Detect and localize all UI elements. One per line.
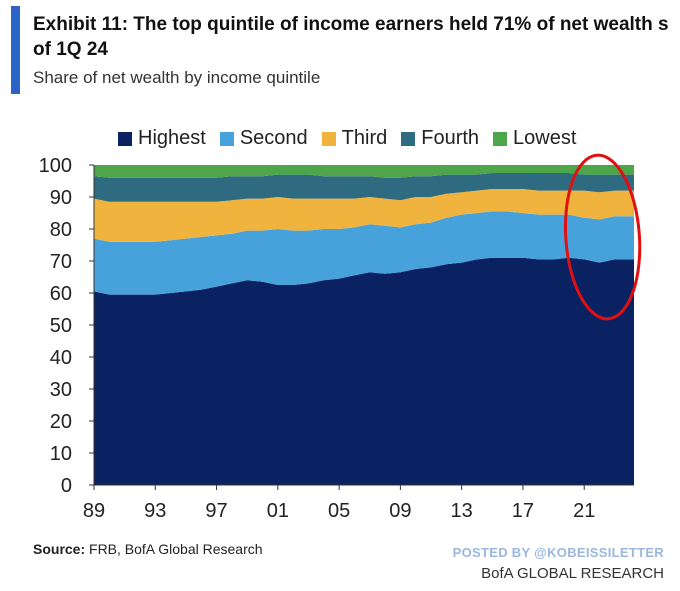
x-tick-label: 05 xyxy=(328,500,350,522)
y-tick-label: 80 xyxy=(50,219,72,241)
legend-swatch-highest xyxy=(118,131,132,146)
x-tick-label: 09 xyxy=(389,500,411,522)
brand-label: BofA GLOBAL RESEARCH xyxy=(481,565,664,582)
legend-swatch-lowest xyxy=(493,131,508,146)
source-label: Source: xyxy=(33,541,86,557)
source-text: FRB, BofA Global Research xyxy=(85,541,263,557)
legend-swatch-third xyxy=(321,131,336,146)
legend-label-fourth: Fourth xyxy=(421,127,480,149)
x-tick-label: 89 xyxy=(83,500,105,522)
accent-bar xyxy=(11,6,20,94)
x-tick-label: 93 xyxy=(144,500,166,522)
x-tick-label: 17 xyxy=(512,500,534,522)
source-note: Source: FRB, BofA Global Research xyxy=(33,541,263,557)
area-third xyxy=(94,189,634,242)
legend-label-third: Third xyxy=(341,127,388,149)
legend-swatch-second xyxy=(219,131,234,146)
legend-item-second: Second xyxy=(219,127,308,150)
area-fourth xyxy=(94,173,634,202)
chart-title-line-2: of 1Q 24 xyxy=(33,39,108,60)
legend-item-fourth: Fourth xyxy=(401,127,479,150)
y-tick-label: 50 xyxy=(50,315,72,337)
chart-subtitle: Share of net wealth by income quintile xyxy=(33,68,321,87)
area-lowest xyxy=(94,165,634,178)
y-tick-label: 60 xyxy=(50,283,72,305)
y-tick-label: 30 xyxy=(50,379,72,401)
y-tick-label: 20 xyxy=(50,411,72,433)
legend-item-lowest: Lowest xyxy=(493,127,576,150)
y-tick-label: 0 xyxy=(61,475,72,497)
legend-item-third: Third xyxy=(321,127,388,150)
legend-label-highest: Highest xyxy=(138,127,206,149)
legend-label-second: Second xyxy=(239,127,308,149)
chart-title-line-1: Exhibit 11: The top quintile of income e… xyxy=(33,14,669,35)
area-highest xyxy=(94,257,634,485)
legend-swatch-fourth xyxy=(401,131,416,146)
area-second xyxy=(94,211,634,295)
y-tick-label: 10 xyxy=(50,443,72,465)
x-tick-label: 21 xyxy=(573,500,595,522)
x-tick-label: 01 xyxy=(267,500,289,522)
y-tick-label: 40 xyxy=(50,347,72,369)
y-tick-label: 70 xyxy=(50,251,72,273)
x-tick-label: 97 xyxy=(205,500,227,522)
x-tick-label: 13 xyxy=(451,500,473,522)
legend: Highest Second Third Fourth Lowest xyxy=(118,127,590,150)
y-tick-label: 100 xyxy=(39,155,72,177)
y-tick-label: 90 xyxy=(50,187,72,209)
legend-label-lowest: Lowest xyxy=(513,127,577,149)
chart-title: Exhibit 11: The top quintile of income e… xyxy=(33,12,678,62)
legend-item-highest: Highest xyxy=(118,127,206,150)
posted-by: POSTED BY @KOBEISSILETTER xyxy=(452,545,664,560)
annotation-ellipse xyxy=(563,153,642,321)
